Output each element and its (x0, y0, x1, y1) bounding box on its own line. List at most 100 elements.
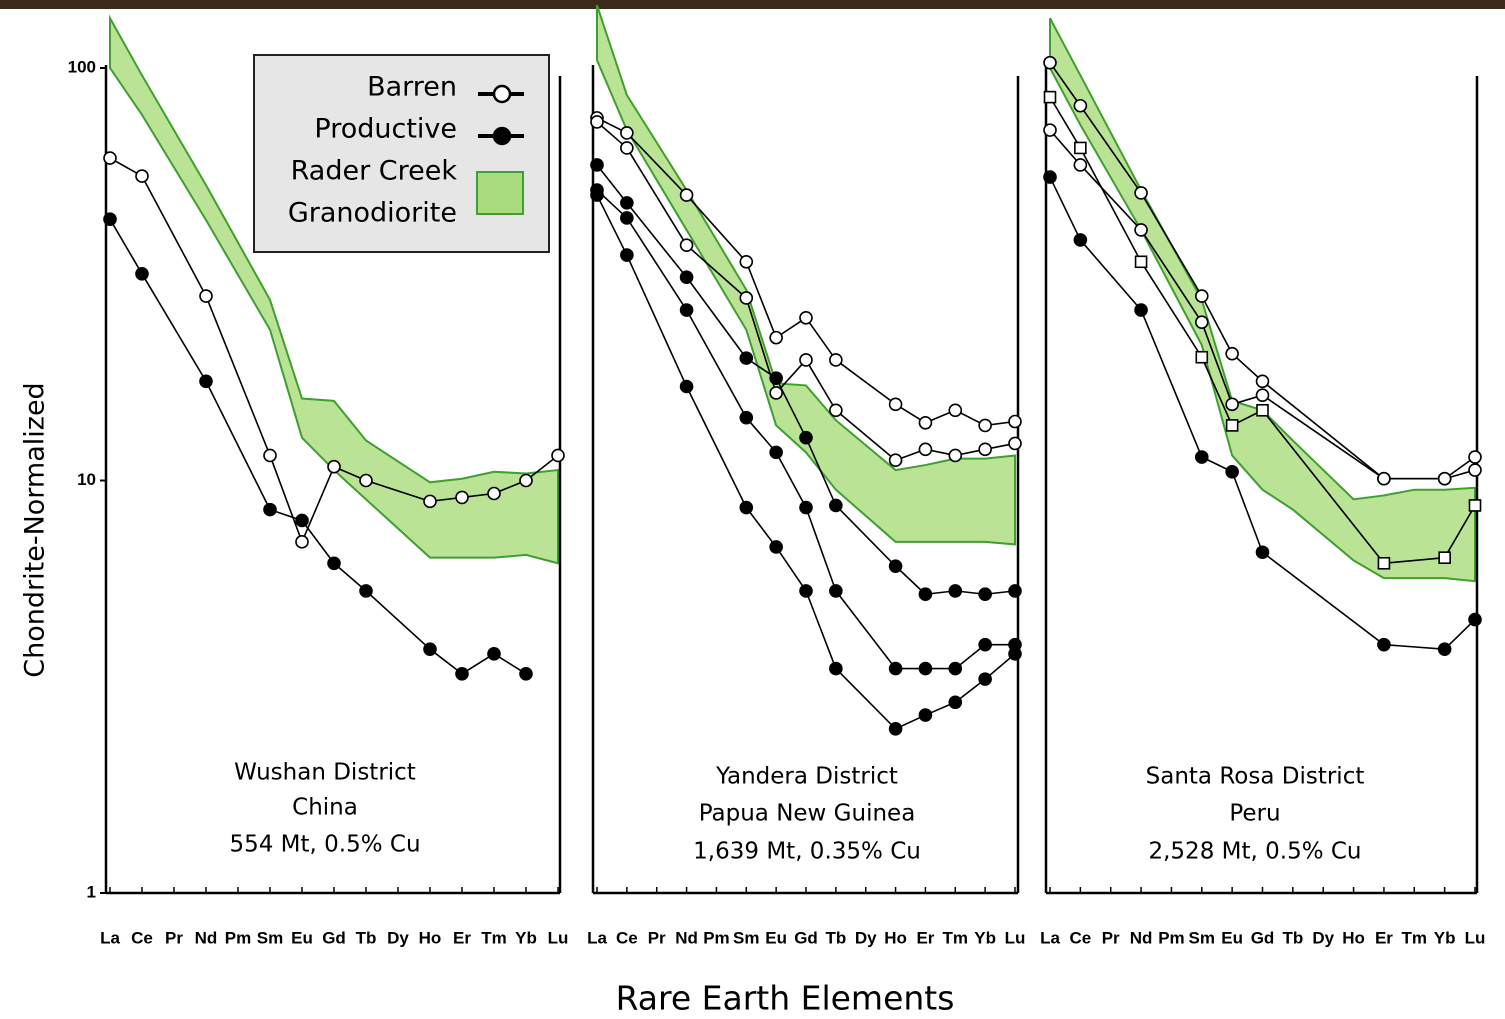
data-point (520, 668, 532, 680)
data-point (949, 663, 961, 675)
x-tick-label: Yb (974, 928, 996, 947)
x-tick-label: Pr (1102, 928, 1120, 947)
series-segment (627, 255, 687, 386)
x-tick-label: Pr (165, 928, 183, 947)
series-segment (142, 274, 206, 381)
data-point (770, 387, 782, 399)
data-point (949, 585, 961, 597)
x-tick-label: Eu (1221, 928, 1243, 947)
data-point (1257, 375, 1269, 387)
data-point (1135, 304, 1147, 316)
data-point (488, 648, 500, 660)
x-tick-label: Lu (1465, 928, 1486, 947)
data-point (621, 197, 633, 209)
data-point (800, 312, 812, 324)
data-point (1226, 398, 1238, 410)
data-point (1226, 348, 1238, 360)
data-point (740, 352, 752, 364)
data-point (1074, 159, 1086, 171)
data-point (1196, 451, 1208, 463)
x-tick-label: Sm (1189, 928, 1215, 947)
legend-label: Productive (314, 114, 457, 145)
data-point (1135, 224, 1147, 236)
series-segment (1080, 240, 1141, 310)
data-point (1196, 352, 1207, 363)
x-tick-label: Dy (855, 928, 877, 947)
data-point (890, 723, 902, 735)
data-point (1044, 124, 1056, 136)
data-point (136, 170, 148, 182)
x-tick-label: Tm (1402, 928, 1428, 947)
x-tick-label: La (1040, 928, 1060, 947)
data-point (1196, 290, 1208, 302)
data-point (360, 585, 372, 597)
x-axis-label: Rare Earth Elements (616, 979, 955, 1018)
x-tick-label: Pm (703, 928, 729, 947)
x-tick-label: Er (1375, 928, 1393, 947)
data-point (681, 271, 693, 283)
data-point (1009, 648, 1021, 660)
data-point (591, 116, 603, 128)
x-tick-label: Ho (1342, 928, 1365, 947)
annotation: 2,528 Mt, 0.5% Cu (1148, 839, 1361, 865)
series-segment (776, 547, 806, 591)
x-tick-label: Yb (515, 928, 537, 947)
data-point (456, 491, 468, 503)
series-segment (687, 310, 747, 418)
x-tick-label: Pm (225, 928, 251, 947)
series-segment (302, 467, 334, 542)
data-point (800, 585, 812, 597)
x-tick-label: Ho (884, 928, 907, 947)
data-point (770, 332, 782, 344)
x-tick-label: Lu (1005, 928, 1026, 947)
series-segment (806, 508, 836, 591)
legend-marker (494, 86, 510, 102)
data-point (520, 475, 532, 487)
data-point (681, 304, 693, 316)
annotation: Peru (1229, 801, 1280, 827)
data-point (1378, 639, 1390, 651)
data-point (800, 354, 812, 366)
data-point (1257, 405, 1268, 416)
range-band (1050, 18, 1475, 581)
data-point (979, 588, 991, 600)
data-point (200, 375, 212, 387)
data-point (740, 502, 752, 514)
data-point (424, 643, 436, 655)
series-segment (836, 669, 896, 729)
data-point (949, 449, 961, 461)
data-point (890, 663, 902, 675)
x-tick-label: Er (453, 928, 471, 947)
series-segment (806, 318, 836, 360)
data-point (1439, 473, 1451, 485)
x-tick-label: Ce (616, 928, 638, 947)
x-tick-label: Pm (1158, 928, 1184, 947)
data-point (830, 499, 842, 511)
data-point (296, 514, 308, 526)
data-point (1044, 171, 1056, 183)
series-segment (206, 381, 270, 509)
data-point (591, 159, 603, 171)
series-segment (270, 455, 302, 541)
data-point (979, 443, 991, 455)
x-tick-label: Ce (1069, 928, 1091, 947)
series-segment (746, 418, 776, 453)
x-tick-label: Dy (387, 928, 409, 947)
data-point (1439, 552, 1450, 563)
chart: Chondrite-Normalized Rare Earth Elements… (0, 0, 1505, 1019)
annotation: Santa Rosa District (1146, 764, 1365, 790)
data-point (1378, 558, 1389, 569)
data-point (919, 443, 931, 455)
data-point (328, 557, 340, 569)
data-point (770, 541, 782, 553)
data-point (890, 398, 902, 410)
data-point (621, 212, 633, 224)
data-point (830, 663, 842, 675)
data-point (800, 432, 812, 444)
x-tick-label: Nd (675, 928, 698, 947)
data-point (552, 449, 564, 461)
legend-label: Granodiorite (288, 198, 457, 229)
data-point (1439, 643, 1451, 655)
